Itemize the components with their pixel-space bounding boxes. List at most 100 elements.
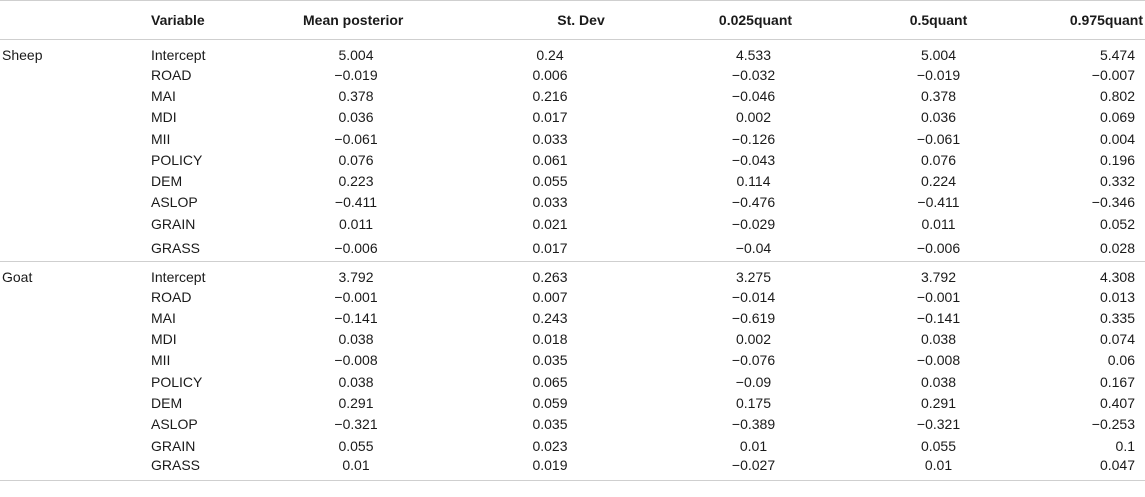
cell-st-dev: 0.018 — [532, 331, 568, 348]
header-st-dev: St. Dev — [557, 12, 605, 28]
cell-mean-posterior: 0.038 — [338, 373, 374, 390]
cell-mean-posterior: 0.055 — [338, 437, 374, 454]
cell-group-label — [0, 350, 150, 371]
cell-mean-posterior: 0.223 — [338, 173, 374, 190]
cell-group-label — [0, 371, 150, 392]
cell-group-label — [0, 414, 150, 435]
cell-0025quant: −0.126 — [731, 130, 776, 147]
cell-05quant: −0.006 — [916, 239, 961, 256]
cell-group-label: Sheep — [2, 47, 43, 63]
cell-mean-posterior: 0.01 — [342, 457, 370, 474]
cell-mean-posterior: 0.076 — [338, 151, 374, 168]
cell-st-dev: 0.033 — [532, 130, 568, 147]
header-05quant: 0.5quant — [909, 12, 968, 28]
cell-variable: MDI — [151, 331, 177, 348]
cell-05quant: 0.038 — [920, 331, 957, 348]
cell-group-label — [0, 107, 150, 128]
header-0025quant: 0.025quant — [718, 12, 793, 28]
cell-05quant: 0.378 — [920, 87, 957, 104]
cell-0025quant: −0.014 — [731, 288, 776, 305]
cell-05quant: 0.038 — [920, 373, 957, 390]
cell-0025quant: −0.04 — [735, 239, 772, 256]
cell-05quant: 0.036 — [920, 109, 957, 126]
table-row: GRASS −0.006 0.017 −0.04 −0.006 0.028 — [0, 234, 1145, 261]
cell-0975quant: 5.474 — [1099, 47, 1135, 63]
cell-variable: DEM — [151, 173, 183, 190]
header-group — [0, 1, 150, 40]
cell-variable: ROAD — [151, 288, 192, 305]
cell-0975quant: −0.253 — [1091, 416, 1135, 433]
table-row: MAI −0.141 0.243 −0.619 −0.141 0.335 — [0, 307, 1145, 328]
header-variable: Variable — [151, 12, 205, 28]
cell-variable: ROAD — [151, 66, 192, 83]
cell-0025quant: −0.076 — [731, 352, 776, 369]
table-row: GRAIN 0.055 0.023 0.01 0.055 0.1 — [0, 435, 1145, 456]
cell-0975quant: 0.335 — [1099, 309, 1135, 326]
cell-05quant: −0.321 — [916, 416, 961, 433]
cell-0975quant: 0.1 — [1115, 437, 1135, 454]
cell-group-label: Goat — [2, 268, 33, 285]
cell-st-dev: 0.019 — [532, 457, 568, 474]
cell-st-dev: 0.243 — [532, 309, 568, 326]
cell-variable: POLICY — [151, 151, 203, 168]
cell-0975quant: 0.028 — [1099, 239, 1135, 256]
cell-05quant: −0.008 — [916, 352, 961, 369]
cell-st-dev: 0.033 — [532, 194, 568, 211]
cell-st-dev: 0.065 — [532, 373, 568, 390]
table-row: ASLOP −0.411 0.033 −0.476 −0.411 −0.346 — [0, 192, 1145, 213]
cell-st-dev: 0.035 — [532, 416, 568, 433]
table-row: ROAD −0.001 0.007 −0.014 −0.001 0.013 — [0, 286, 1145, 307]
cell-05quant: 5.004 — [920, 47, 957, 63]
cell-variable: MII — [151, 130, 171, 147]
cell-0975quant: 0.167 — [1099, 373, 1135, 390]
cell-0025quant: 0.002 — [735, 331, 772, 348]
cell-mean-posterior: −0.321 — [334, 416, 378, 433]
cell-st-dev: 0.023 — [532, 437, 568, 454]
cell-mean-posterior: 3.792 — [338, 268, 374, 285]
cell-group-label — [0, 307, 150, 328]
cell-group-label — [0, 234, 150, 261]
cell-05quant: −0.061 — [916, 130, 961, 147]
cell-mean-posterior: −0.061 — [334, 130, 378, 147]
cell-st-dev: 0.263 — [532, 268, 568, 285]
cell-st-dev: 0.017 — [532, 109, 568, 126]
cell-0025quant: −0.027 — [731, 457, 776, 474]
cell-05quant: 3.792 — [920, 268, 957, 285]
header-mean-posterior: Mean posterior — [303, 12, 404, 28]
cell-mean-posterior: −0.411 — [334, 194, 378, 211]
cell-0025quant: 0.114 — [736, 173, 771, 190]
header-0975quant: 0.975quant — [1069, 12, 1143, 28]
cell-variable: GRAIN — [151, 215, 196, 232]
cell-st-dev: 0.059 — [532, 395, 568, 411]
cell-0025quant: −0.046 — [731, 87, 776, 104]
table-row: Goat Intercept 3.792 0.263 3.275 3.792 4.308 — [0, 261, 1145, 286]
cell-variable: GRASS — [151, 457, 201, 474]
cell-group-label — [0, 328, 150, 349]
cell-0025quant: −0.09 — [735, 373, 772, 390]
cell-st-dev: 0.006 — [532, 66, 568, 83]
cell-05quant: 0.224 — [920, 173, 957, 190]
cell-0975quant: −0.346 — [1091, 194, 1135, 211]
cell-0025quant: −0.476 — [731, 194, 776, 211]
cell-05quant: 0.055 — [920, 437, 957, 454]
cell-mean-posterior: 0.011 — [339, 215, 373, 232]
table-row: GRASS 0.01 0.019 −0.027 0.01 0.047 — [0, 456, 1145, 481]
cell-0975quant: 0.407 — [1099, 395, 1135, 411]
cell-0975quant: 0.06 — [1107, 352, 1135, 369]
cell-05quant: −0.019 — [916, 66, 961, 83]
table-row: MDI 0.036 0.017 0.002 0.036 0.069 — [0, 107, 1145, 128]
cell-mean-posterior: 0.291 — [338, 395, 374, 411]
table-row: GRAIN 0.011 0.021 −0.029 0.011 0.052 — [0, 213, 1145, 234]
cell-st-dev: 0.061 — [532, 151, 568, 168]
cell-group-label — [0, 149, 150, 170]
cell-variable: Intercept — [151, 268, 206, 285]
posterior-estimates-table: Variable Mean posterior St. Dev 0.025qua… — [0, 0, 1145, 481]
cell-mean-posterior: −0.019 — [334, 66, 378, 83]
cell-05quant: 0.076 — [920, 151, 957, 168]
header-row: Variable Mean posterior St. Dev 0.025qua… — [0, 0, 1145, 40]
cell-mean-posterior: −0.008 — [334, 352, 378, 369]
cell-0975quant: 0.052 — [1099, 215, 1135, 232]
cell-group-label — [0, 85, 150, 106]
table-row: MII −0.008 0.035 −0.076 −0.008 0.06 — [0, 350, 1145, 371]
cell-st-dev: 0.24 — [536, 47, 564, 63]
